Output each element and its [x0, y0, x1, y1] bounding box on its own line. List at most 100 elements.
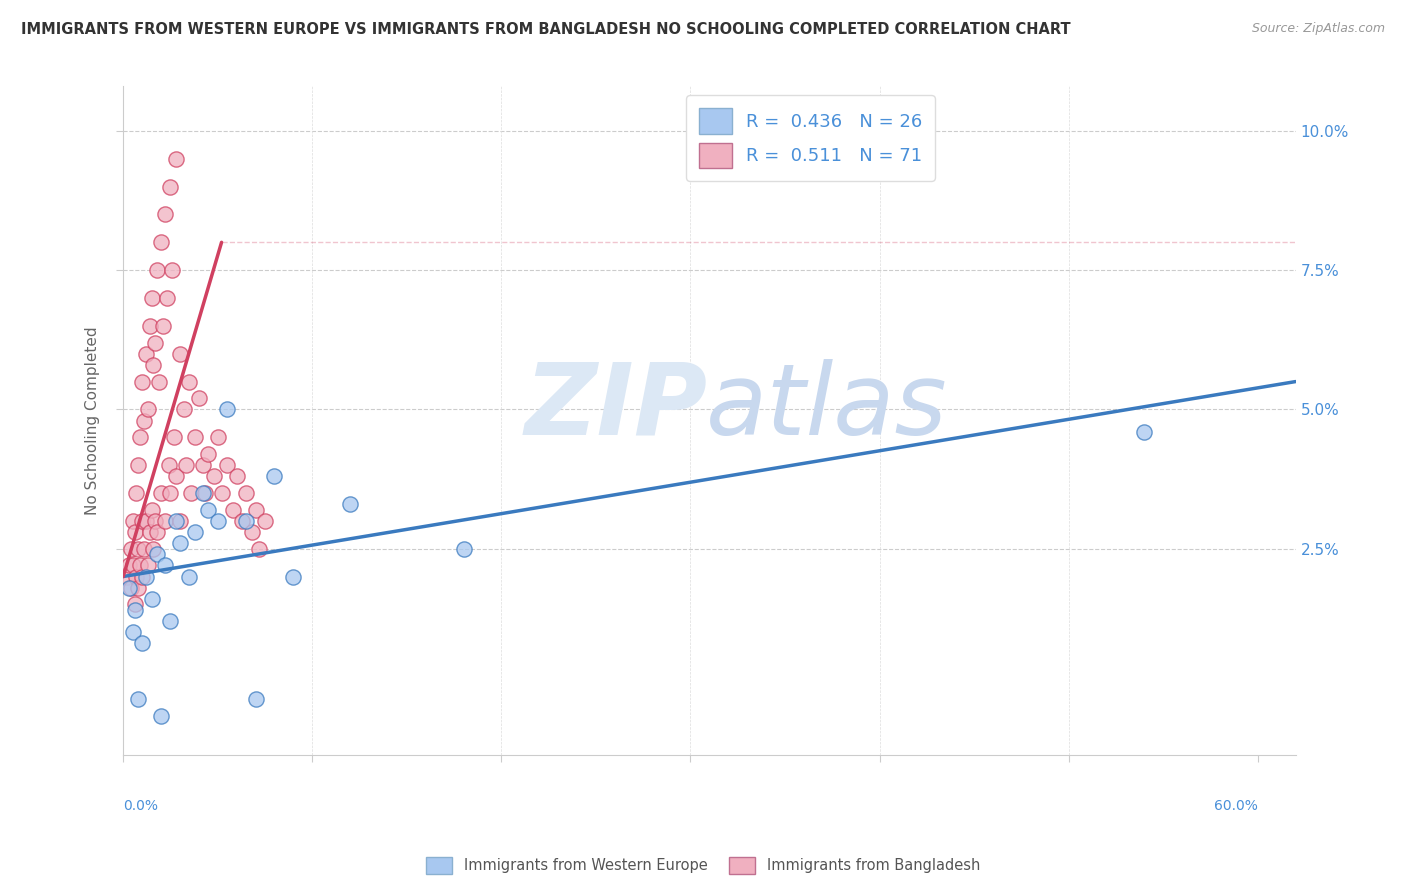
Point [120, 541, 142, 556]
Legend: R =  0.436   N = 26, R =  0.511   N = 71: R = 0.436 N = 26, R = 0.511 N = 71 [686, 95, 935, 181]
Point [222, 502, 245, 516]
Point [207, 514, 229, 528]
Point [180, 486, 202, 500]
Point [153, 207, 176, 221]
Text: 0.0%: 0.0% [124, 799, 159, 814]
Point [179, 375, 201, 389]
Point [159, 614, 181, 628]
Point [146, 263, 169, 277]
Point [150, 708, 173, 723]
Point [245, 502, 267, 516]
Point [146, 524, 169, 539]
Point [169, 347, 191, 361]
Point [131, 375, 153, 389]
Point [150, 235, 173, 250]
Point [125, 486, 148, 500]
Point [141, 591, 163, 606]
Point [129, 558, 152, 573]
Point [142, 358, 165, 372]
Point [135, 347, 157, 361]
Point [184, 524, 207, 539]
Point [165, 469, 187, 483]
Point [125, 569, 148, 583]
Point [118, 558, 141, 573]
Point [169, 514, 191, 528]
Point [217, 402, 239, 417]
Point [191, 486, 214, 500]
Point [136, 558, 159, 573]
Point [193, 486, 215, 500]
Point [118, 581, 141, 595]
Point [231, 514, 253, 528]
Point [179, 569, 201, 583]
Point [146, 547, 169, 561]
Point [184, 430, 207, 444]
Point [165, 514, 187, 528]
Point [159, 486, 181, 500]
Text: IMMIGRANTS FROM WESTERN EUROPE VS IMMIGRANTS FROM BANGLADESH NO SCHOOLING COMPLE: IMMIGRANTS FROM WESTERN EUROPE VS IMMIGR… [21, 22, 1071, 37]
Point [131, 514, 153, 528]
Point [202, 469, 225, 483]
Point [263, 469, 285, 483]
Y-axis label: No Schooling Completed: No Schooling Completed [86, 326, 100, 515]
Point [162, 263, 184, 277]
Point [127, 692, 149, 706]
Point [165, 152, 187, 166]
Point [121, 625, 143, 640]
Point [143, 335, 166, 350]
Point [127, 541, 149, 556]
Legend: Immigrants from Western Europe, Immigrants from Bangladesh: Immigrants from Western Europe, Immigran… [420, 851, 986, 880]
Point [138, 318, 160, 333]
Point [129, 430, 152, 444]
Point [124, 524, 146, 539]
Point [135, 514, 157, 528]
Point [121, 558, 143, 573]
Text: Source: ZipAtlas.com: Source: ZipAtlas.com [1251, 22, 1385, 36]
Point [143, 514, 166, 528]
Point [142, 541, 165, 556]
Point [135, 569, 157, 583]
Text: ZIP: ZIP [524, 359, 707, 456]
Point [124, 603, 146, 617]
Point [191, 458, 214, 472]
Point [197, 447, 219, 461]
Point [156, 291, 179, 305]
Point [153, 558, 176, 573]
Point [121, 514, 143, 528]
Point [152, 318, 174, 333]
Point [163, 430, 186, 444]
Point [197, 502, 219, 516]
Text: 60.0%: 60.0% [1213, 799, 1258, 814]
Point [132, 413, 155, 427]
Point [247, 541, 270, 556]
Point [148, 375, 170, 389]
Point [127, 581, 149, 595]
Point [120, 581, 142, 595]
Point [283, 569, 305, 583]
Point [153, 514, 176, 528]
Point [157, 458, 180, 472]
Point [235, 486, 257, 500]
Point [174, 458, 197, 472]
Point [211, 486, 233, 500]
Point [339, 497, 361, 511]
Point [217, 458, 239, 472]
Point [141, 291, 163, 305]
Point [245, 692, 267, 706]
Point [240, 524, 263, 539]
Point [127, 458, 149, 472]
Point [169, 536, 191, 550]
Point [132, 541, 155, 556]
Point [141, 502, 163, 516]
Point [124, 598, 146, 612]
Point [138, 524, 160, 539]
Point [187, 392, 209, 406]
Point [173, 402, 195, 417]
Point [225, 469, 247, 483]
Point [131, 636, 153, 650]
Point [235, 514, 257, 528]
Point [115, 569, 138, 583]
Point [136, 402, 159, 417]
Point [254, 514, 277, 528]
Point [159, 179, 181, 194]
